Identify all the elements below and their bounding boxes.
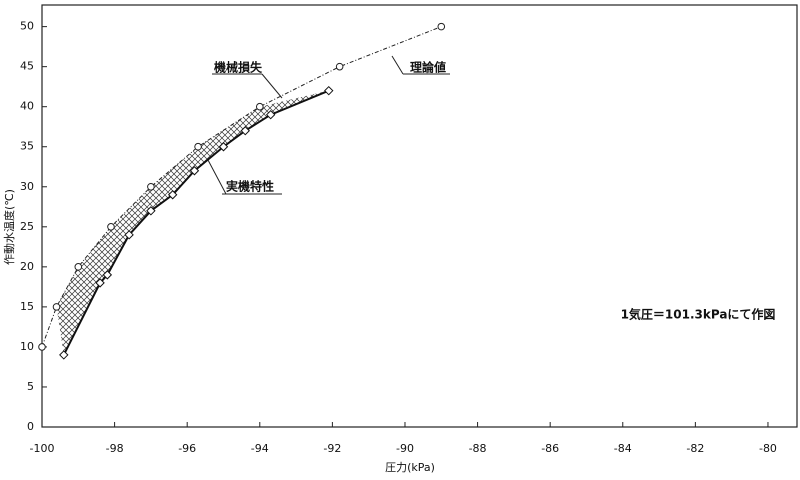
point (240, 126, 250, 136)
y-tick-label: 10 (20, 340, 34, 353)
x-tick-label: -84 (614, 442, 632, 455)
y-axis-label: 作動水温度(℃) (2, 189, 16, 265)
point (107, 223, 115, 231)
series-line (62, 89, 330, 356)
point (218, 142, 229, 152)
y-tick-label: 40 (20, 100, 34, 113)
x-tick-label: -100 (30, 442, 55, 455)
y-tick-label: 15 (20, 300, 34, 313)
leader-line (391, 55, 404, 75)
y-tick-label: 45 (20, 60, 34, 73)
y-tick-label: 30 (20, 180, 34, 193)
point (38, 343, 46, 351)
series-line (41, 26, 442, 348)
point (324, 85, 334, 96)
point (95, 278, 105, 288)
x-tick-label: -86 (541, 442, 559, 455)
point (59, 350, 69, 360)
point (167, 190, 178, 200)
x-tick-label: -80 (759, 442, 777, 455)
x-tick-label: -88 (469, 442, 487, 455)
plot-frame (41, 4, 798, 428)
x-tick-label: -92 (323, 442, 341, 455)
y-tick-label: 50 (20, 20, 34, 33)
point (147, 182, 155, 191)
x-tick-label: -94 (251, 442, 269, 455)
annotation: 1気圧＝101.3kPaにて作図 (621, 307, 776, 322)
y-tick-label: 25 (20, 220, 34, 233)
point (335, 62, 344, 71)
point (255, 102, 264, 111)
y-tick-label: 5 (27, 380, 34, 393)
y-tick-label: 20 (20, 260, 34, 273)
loss-area (56, 90, 329, 355)
series-label: 理論値 (410, 60, 446, 75)
annotation: 機械損失 (214, 60, 263, 75)
series-label: 実機特性 (226, 179, 274, 194)
point (437, 22, 446, 31)
point (194, 142, 202, 151)
x-axis-label: 圧力(kPa) (385, 461, 435, 474)
point (189, 166, 200, 176)
x-tick-label: -96 (178, 442, 196, 455)
point (74, 263, 83, 271)
x-tick-label: -90 (396, 442, 414, 455)
point (265, 109, 276, 120)
point (124, 230, 134, 240)
leader-line (261, 73, 283, 99)
y-tick-label: 0 (27, 420, 34, 433)
point (102, 270, 113, 280)
y-tick-label: 35 (20, 140, 34, 153)
point (52, 303, 61, 311)
point (146, 206, 156, 216)
x-tick-label: -98 (106, 442, 124, 455)
leader-line (207, 159, 227, 195)
x-tick-label: -82 (686, 442, 704, 455)
